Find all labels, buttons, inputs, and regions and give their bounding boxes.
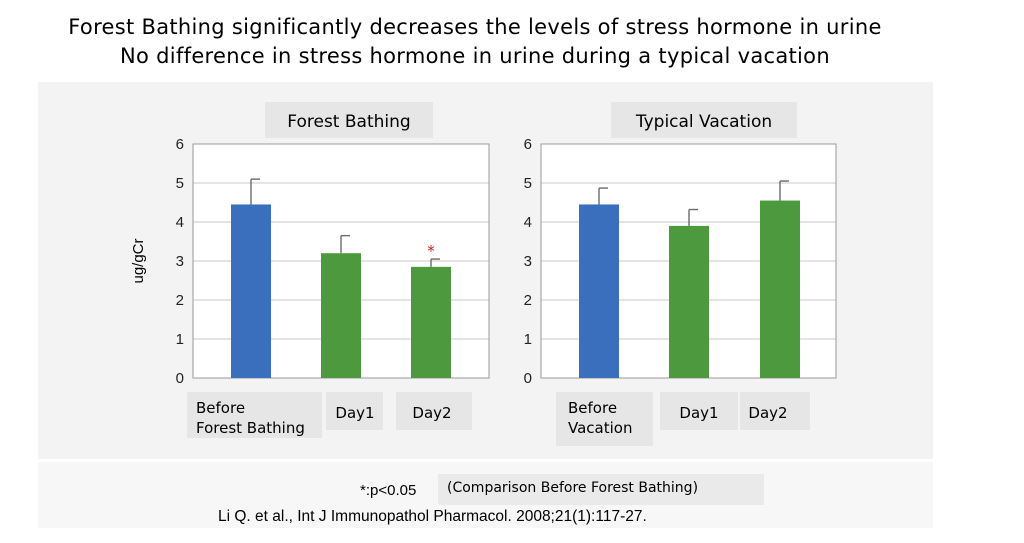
chart-1-bar: [321, 253, 361, 378]
chart-1-category-label-box: [326, 392, 383, 430]
chart-1-y-tick-label: 6: [176, 136, 184, 153]
comparison-note: (Comparison Before Forest Bathing): [447, 480, 699, 496]
chart-1-title-box: [265, 102, 433, 138]
chart-1-y-tick-label: 5: [176, 175, 184, 192]
chart-1-category-label: Day1: [335, 404, 374, 422]
chart-2-category-label: Day1: [679, 404, 718, 422]
comparison-note-box: [438, 474, 764, 505]
chart-1-y-axis-label: ug/gCr: [130, 238, 147, 283]
chart-2-y-tick-label: 6: [524, 136, 532, 153]
chart-2-bar: [579, 204, 619, 378]
chart-1-category-label: Before Forest Bathing: [196, 399, 305, 437]
chart-1-y-tick-label: 3: [176, 253, 184, 270]
headline-line-2: No difference in stress hormone in urine…: [120, 44, 830, 68]
chart-2-title: Typical Vacation: [635, 112, 772, 132]
chart-1-y-tick-label: 0: [176, 370, 184, 387]
chart-1-y-tick-label: 4: [176, 214, 184, 231]
chart-1-title: Forest Bathing: [287, 112, 410, 132]
chart-2-category-label: Day2: [748, 404, 787, 422]
significance-note: *:p<0.05: [360, 482, 417, 499]
chart-2-bar: [760, 200, 800, 378]
chart-2-category-label: Before Vacation: [568, 399, 632, 437]
headline-line-1: Forest Bathing significantly decreases t…: [68, 15, 882, 39]
chart-2-y-tick-label: 3: [524, 253, 532, 270]
citation: Li Q. et al., Int J Immunopathol Pharmac…: [218, 508, 647, 525]
chart-1-y-tick-label: 2: [176, 292, 184, 309]
chart-2-y-tick-label: 0: [524, 370, 532, 387]
chart-2-y-tick-label: 1: [524, 331, 532, 348]
chart-2-y-tick-label: 2: [524, 292, 532, 309]
chart-1-category-label: Day2: [412, 404, 451, 422]
chart-2-y-tick-label: 4: [524, 214, 532, 231]
chart-1-significance-marker: *: [427, 242, 435, 260]
chart-1-bar: [231, 204, 271, 378]
chart-1-category-label-box: [187, 392, 322, 438]
chart-2-category-label-box: [556, 392, 653, 446]
chart-2-title-box: [611, 102, 797, 138]
chart-1-bar: [411, 266, 451, 378]
chart-2-y-tick-label: 5: [524, 175, 532, 192]
chart-2-category-label-box: [740, 392, 810, 430]
chart-2-bar: [669, 225, 709, 378]
chart-1-y-tick-label: 1: [176, 331, 184, 348]
chart-2-category-label-box: [660, 392, 738, 430]
chart-1-category-label-box: [396, 392, 472, 430]
